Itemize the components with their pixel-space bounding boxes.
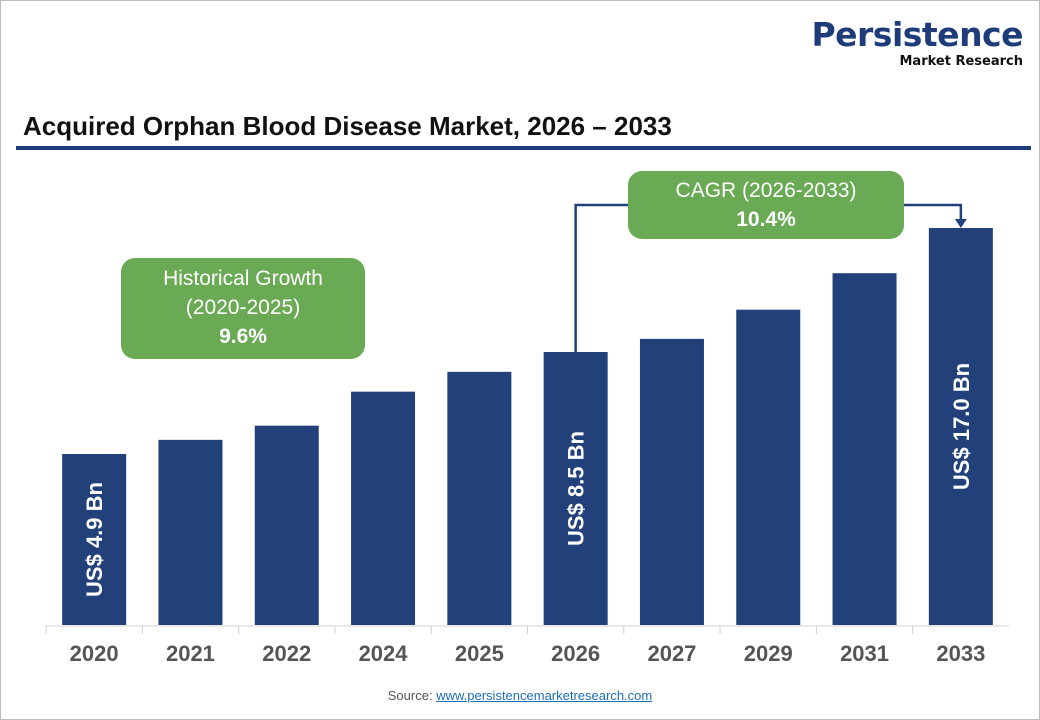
x-tick-label: 2020 bbox=[70, 641, 119, 666]
x-tick-label: 2021 bbox=[166, 641, 215, 666]
title-rule bbox=[16, 146, 1031, 150]
bar-2031 bbox=[832, 273, 897, 625]
bar-data-label: US$ 8.5 Bn bbox=[564, 431, 589, 546]
bar-2021 bbox=[158, 439, 223, 625]
logo-subtitle: Market Research bbox=[899, 54, 1024, 69]
source-label: Source: bbox=[387, 688, 433, 703]
bar-2033 bbox=[928, 228, 993, 625]
x-tick-label: 2024 bbox=[359, 641, 409, 666]
bar-2029 bbox=[736, 309, 801, 625]
cagr-annotation: CAGR (2026-2033) 10.4% bbox=[628, 171, 904, 239]
x-tick-label: 2029 bbox=[744, 641, 793, 666]
cagr-connector-end bbox=[904, 203, 963, 221]
historical-growth-period: (2020-2025) bbox=[185, 296, 301, 319]
bar-data-label: US$ 17.0 Bn bbox=[949, 363, 974, 490]
x-tick-label: 2033 bbox=[936, 641, 985, 666]
bar-2026 bbox=[543, 352, 608, 625]
x-tick-label: 2025 bbox=[455, 641, 504, 666]
bar-2027 bbox=[639, 338, 704, 625]
cagr-label: CAGR (2026-2033) bbox=[675, 179, 857, 202]
x-tick-label: 2027 bbox=[647, 641, 696, 666]
chart-title: Acquired Orphan Blood Disease Market, 20… bbox=[23, 111, 672, 141]
x-tick-label: 2026 bbox=[551, 641, 600, 666]
bar-2020 bbox=[62, 454, 127, 625]
x-tick-label: 2031 bbox=[840, 641, 889, 666]
logo: Persistence bbox=[811, 15, 1023, 54]
cagr-value: 10.4% bbox=[736, 208, 796, 231]
historical-growth-annotation: Historical Growth (2020-2025) 9.6% bbox=[121, 258, 365, 359]
source-link[interactable]: www.persistencemarketresearch.com bbox=[436, 688, 653, 703]
cagr-connector-start bbox=[574, 203, 628, 352]
historical-growth-value: 9.6% bbox=[219, 325, 267, 348]
source-note: Source: www.persistencemarketresearch.co… bbox=[1, 688, 1039, 704]
bar-2024 bbox=[351, 391, 416, 625]
historical-growth-label: Historical Growth bbox=[163, 267, 323, 290]
arrow-head-icon bbox=[954, 219, 967, 228]
bar-2025 bbox=[447, 371, 512, 625]
bar-data-label: US$ 4.9 Bn bbox=[82, 482, 107, 597]
bar-2022 bbox=[254, 425, 319, 625]
x-tick-label: 2022 bbox=[262, 641, 311, 666]
